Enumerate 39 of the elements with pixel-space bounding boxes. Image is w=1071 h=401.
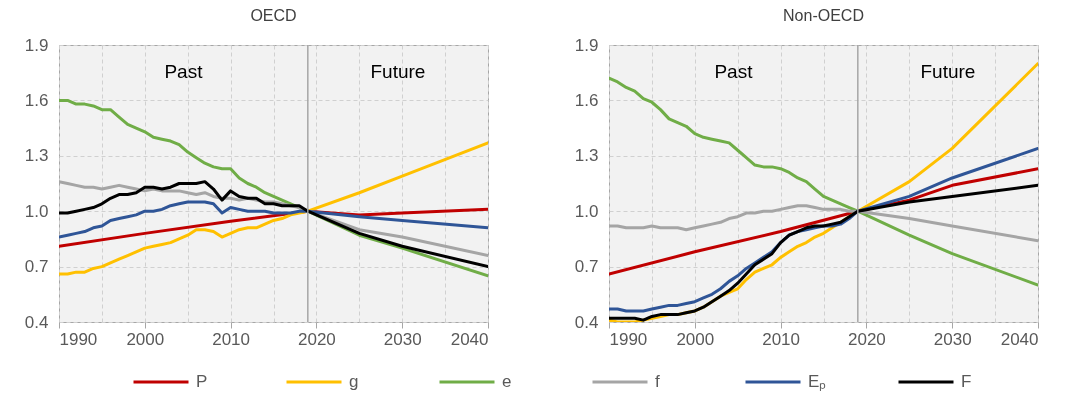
x-tick-label: 2030	[933, 329, 972, 349]
y-tick-label: 1.9	[574, 35, 599, 55]
annotation: Future	[370, 61, 426, 82]
x-tick-label: 2030	[383, 329, 422, 349]
y-tick-label: 0.7	[24, 257, 49, 277]
y-tick-label: 1.0	[24, 201, 49, 221]
annotation: Past	[714, 61, 754, 82]
y-tick-label: 0.7	[574, 257, 599, 277]
x-tick-label: 1990	[609, 329, 648, 349]
chart-title: OECD	[250, 7, 297, 24]
x-tick-label: 2000	[676, 329, 715, 349]
legend-label: P	[196, 372, 208, 391]
y-tick-label: 0.4	[574, 312, 599, 332]
y-tick-label: 1.6	[24, 90, 49, 110]
x-tick-label: 2010	[762, 329, 801, 349]
x-tick-label: 2020	[847, 329, 886, 349]
y-tick-label: 0.4	[24, 312, 49, 332]
x-tick-label: 2000	[126, 329, 165, 349]
line-series	[59, 200, 488, 239]
y-tick-label: 1.6	[574, 90, 599, 110]
y-tick-label: 1.0	[574, 201, 599, 221]
line-series	[609, 76, 1038, 287]
legend-label: f	[655, 372, 660, 391]
x-tick-label: 1990	[59, 329, 98, 349]
chart-title: Non-OECD	[783, 7, 864, 24]
x-tick-label: 2010	[212, 329, 251, 349]
y-tick-label: 1.3	[24, 146, 49, 166]
legend-label: g	[349, 372, 359, 391]
annotation: Past	[164, 61, 204, 82]
line-series	[59, 141, 488, 276]
x-tick-label: 2040	[450, 329, 489, 349]
legend-label: e	[502, 372, 512, 391]
legend-label: Eₚ	[808, 372, 827, 392]
x-tick-label: 2020	[297, 329, 336, 349]
y-tick-label: 1.9	[24, 35, 49, 55]
x-tick-label: 2040	[1000, 329, 1039, 349]
annotation: Future	[920, 61, 976, 82]
y-tick-label: 1.3	[574, 146, 599, 166]
legend-label: F	[961, 372, 972, 391]
